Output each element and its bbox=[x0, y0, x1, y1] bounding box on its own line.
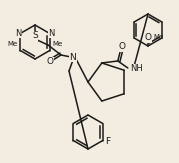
Text: NH: NH bbox=[130, 65, 142, 74]
Text: Me: Me bbox=[7, 42, 17, 47]
Text: Me: Me bbox=[53, 42, 63, 47]
Text: N: N bbox=[70, 52, 76, 61]
Text: S: S bbox=[32, 31, 38, 40]
Text: N: N bbox=[16, 29, 22, 37]
Text: O: O bbox=[118, 43, 125, 52]
Text: O: O bbox=[47, 58, 54, 67]
Text: O: O bbox=[144, 34, 151, 43]
Text: N: N bbox=[48, 29, 54, 37]
Text: Me: Me bbox=[153, 34, 163, 40]
Text: F: F bbox=[105, 137, 110, 146]
